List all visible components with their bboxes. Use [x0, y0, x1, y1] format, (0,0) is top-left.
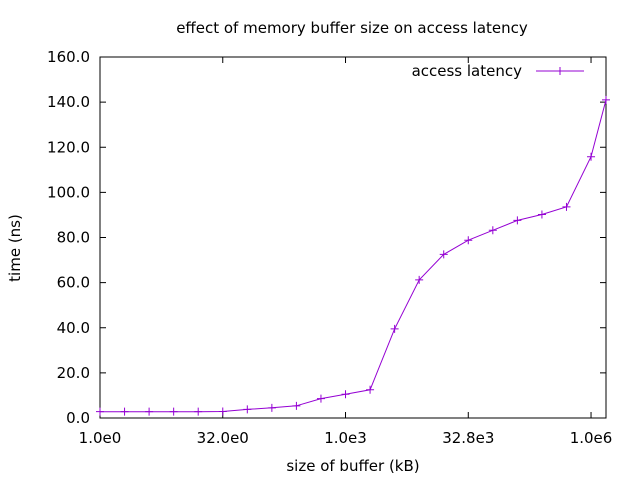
y-tick-label: 60.0 — [57, 274, 90, 292]
data-point — [169, 407, 178, 416]
data-point — [513, 216, 522, 225]
data-point — [243, 405, 252, 414]
data-point — [602, 95, 610, 104]
chart-title: effect of memory buffer size on access l… — [176, 19, 528, 37]
data-point — [96, 407, 104, 416]
data-point — [292, 401, 301, 410]
data-point — [464, 236, 473, 245]
legend-marker-sample — [556, 67, 564, 75]
y-tick-label: 80.0 — [57, 229, 90, 247]
data-point — [390, 324, 399, 333]
x-axis: 1.0e0 32.0e0 1.0e3 32.8e3 1.0e6 — [79, 57, 613, 447]
plot-border — [99, 56, 607, 419]
data-point — [366, 385, 375, 394]
y-axis: 0.0 20.0 40.0 60.0 80.0 100.0 120.0 140.0 160.0 — [47, 48, 606, 427]
data-point — [120, 407, 129, 416]
y-tick-label: 100.0 — [47, 183, 90, 201]
data-point — [488, 226, 497, 235]
data-point — [267, 403, 276, 412]
data-point — [562, 202, 571, 211]
x-axis-label: size of buffer (kB) — [286, 457, 419, 475]
y-axis-label: time (ns) — [6, 214, 24, 282]
data-point — [145, 407, 154, 416]
data-point — [415, 275, 424, 284]
data-point — [341, 390, 350, 399]
y-tick-label: 120.0 — [47, 138, 90, 156]
legend: access latency — [412, 62, 584, 80]
data-point — [194, 407, 203, 416]
series-line — [100, 99, 607, 413]
data-point — [587, 152, 596, 161]
y-tick-label: 140.0 — [47, 93, 90, 111]
x-tick-label: 32.0e0 — [197, 429, 249, 447]
data-point — [316, 394, 325, 403]
series-layer — [96, 95, 610, 416]
y-tick-label: 20.0 — [57, 364, 90, 382]
x-tick-label: 1.0e3 — [324, 429, 367, 447]
x-tick-label: 1.0e0 — [79, 429, 122, 447]
data-point — [537, 210, 546, 219]
y-tick-label: 0.0 — [66, 409, 90, 427]
legend-label: access latency — [412, 62, 523, 80]
y-tick-label: 40.0 — [57, 319, 90, 337]
y-tick-label: 160.0 — [47, 48, 90, 66]
data-point — [439, 250, 448, 259]
data-point — [218, 407, 227, 416]
x-tick-label: 32.8e3 — [442, 429, 494, 447]
x-tick-label: 1.0e6 — [570, 429, 613, 447]
